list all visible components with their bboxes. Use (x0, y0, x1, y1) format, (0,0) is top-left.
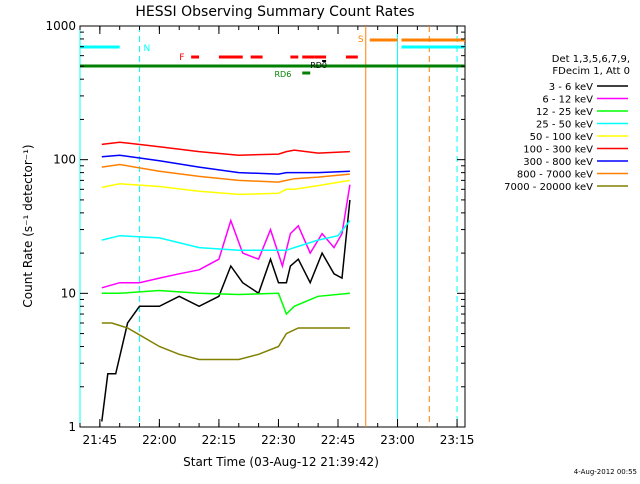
y-tick-label-1: 10 (61, 286, 76, 300)
x-tick-label-0: 21:45 (83, 433, 118, 447)
flag-label-f: F (179, 53, 184, 63)
y-tick-label-0: 1 (68, 420, 76, 434)
series-layer (101, 141, 351, 422)
x-tick-label-2: 22:15 (202, 433, 237, 447)
series-line-8 (101, 322, 350, 361)
series-line-0 (101, 199, 351, 422)
x-axis-label: Start Time (03-Aug-12 21:39:42) (183, 455, 379, 469)
series-line-7 (101, 163, 350, 183)
footer-date: 4-Aug-2012 00:55 (574, 468, 637, 476)
legend-label-0: 3 - 6 keV (549, 82, 593, 93)
legend-label-1: 6 - 12 keV (542, 95, 593, 106)
flag-label-n: N (144, 44, 151, 54)
legend-header-1: FDecim 1, Att 0 (552, 66, 630, 77)
legend-label-3: 25 - 50 keV (536, 120, 593, 131)
x-tick-label-4: 22:45 (321, 433, 356, 447)
legend-label-5: 100 - 300 keV (523, 145, 593, 156)
y-tick-label-3: 1000 (45, 19, 76, 33)
x-tick-label-3: 22:30 (261, 433, 296, 447)
y-axis-label: Count Rate (s⁻¹ detector⁻¹) (21, 144, 35, 307)
chart-title: HESSI Observing Summary Count Rates (135, 4, 414, 20)
series-line-6 (101, 154, 350, 175)
legend-label-8: 7000 - 20000 keV (504, 182, 593, 193)
series-line-3 (101, 220, 351, 252)
legend-label-2: 12 - 25 keV (536, 107, 593, 118)
plot-area-frame (79, 25, 466, 428)
series-line-5 (101, 141, 350, 156)
series-line-4 (101, 179, 351, 196)
x-tick-label-6: 23:15 (440, 433, 475, 447)
legend-label-6: 300 - 800 keV (523, 157, 593, 168)
series-line-1 (101, 184, 351, 289)
flag-label-s: S (358, 35, 364, 45)
legend-label-4: 50 - 100 keV (530, 132, 594, 143)
legend-header-0: Det 1,3,5,6,7,9, (552, 54, 630, 65)
flag-label-rd6: RD6 (274, 70, 291, 79)
flag-layer: N F RD0 RD6 S (79, 26, 465, 427)
legend: Det 1,3,5,6,7,9,FDecim 1, Att 0 3 - 6 keV… (504, 54, 630, 193)
flag-label-rd0: RD0 (310, 61, 327, 70)
x-tick-label-1: 22:00 (142, 433, 177, 447)
legend-label-7: 800 - 7000 keV (517, 170, 593, 181)
series-line-2 (101, 289, 350, 316)
y-tick-label-2: 100 (53, 153, 76, 167)
axis-layer: 21:45 22:00 22:15 22:30 22:45 23:00 23:15 1 10 10… (45, 19, 474, 447)
x-tick-label-5: 23:00 (380, 433, 415, 447)
